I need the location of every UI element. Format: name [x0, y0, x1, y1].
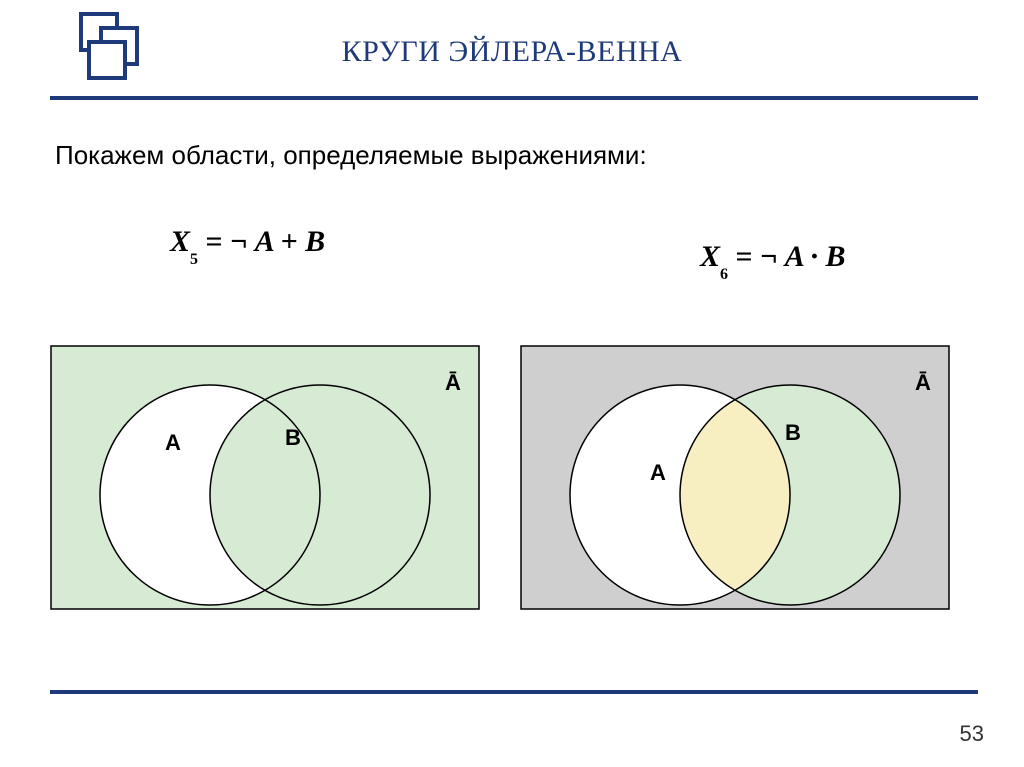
divider-top [50, 96, 978, 100]
eq: = [736, 240, 753, 273]
var: X [700, 240, 720, 273]
label-b: B [285, 425, 301, 450]
label-abar: Ā [915, 370, 931, 395]
sub: 5 [190, 251, 198, 268]
venn-right: A B Ā [520, 345, 950, 615]
title-text: КРУГИ ЭЙЛЕРА-ВЕННА [342, 35, 683, 68]
label-a: A [650, 460, 666, 485]
var: X [170, 225, 190, 258]
formula-x6: X6 = ¬ A · B [700, 240, 846, 278]
eq: = [206, 225, 223, 258]
label-b: B [785, 420, 801, 445]
formula-x5: X5 = ¬ A + B [170, 225, 325, 263]
subtitle: Покажем области, определяемые выражениям… [55, 140, 647, 171]
page-number: 53 [960, 721, 984, 747]
label-a: A [165, 430, 181, 455]
divider-bottom [50, 690, 978, 694]
venn-left: A B Ā [50, 345, 480, 615]
expr: ¬ A + B [230, 225, 325, 258]
sub: 6 [720, 266, 728, 283]
label-abar: Ā [445, 370, 461, 395]
expr: ¬ A · B [760, 240, 845, 273]
slide-title: КРУГИ ЭЙЛЕРА-ВЕННА [0, 35, 1024, 69]
